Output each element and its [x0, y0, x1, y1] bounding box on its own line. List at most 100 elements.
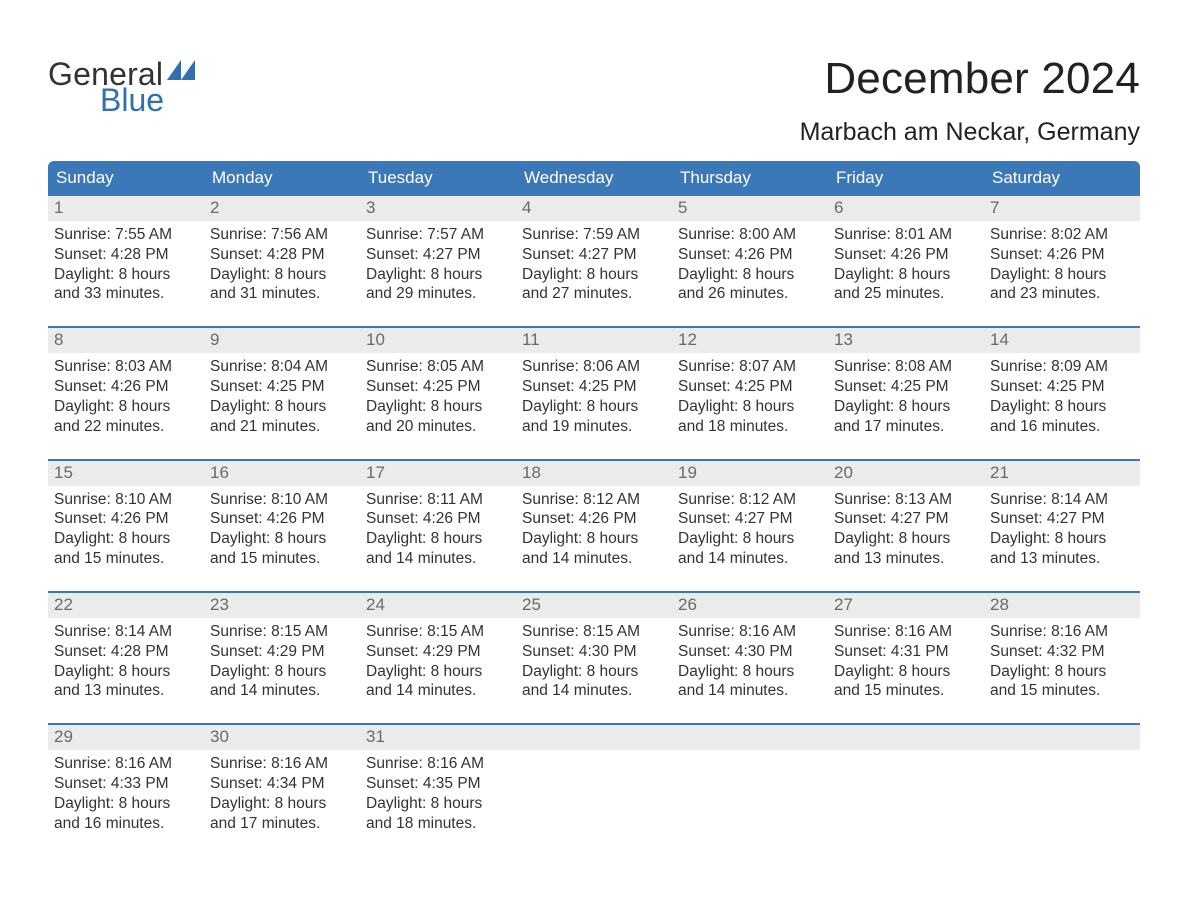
day-dl2-line: and 16 minutes.: [54, 814, 198, 834]
day-details: Sunrise: 8:15 AMSunset: 4:29 PMDaylight:…: [360, 618, 516, 701]
day-cell: 13Sunrise: 8:08 AMSunset: 4:25 PMDayligh…: [828, 328, 984, 436]
day-sunset-line: Sunset: 4:28 PM: [54, 245, 198, 265]
day-details: Sunrise: 8:16 AMSunset: 4:35 PMDaylight:…: [360, 750, 516, 833]
day-cell: 21Sunrise: 8:14 AMSunset: 4:27 PMDayligh…: [984, 461, 1140, 569]
day-number: 6: [828, 196, 984, 221]
day-sunset-line: Sunset: 4:28 PM: [54, 642, 198, 662]
day-sunset-line: Sunset: 4:26 PM: [210, 509, 354, 529]
page-title: December 2024: [800, 54, 1140, 104]
day-dl2-line: and 27 minutes.: [522, 284, 666, 304]
day-dl2-line: and 22 minutes.: [54, 417, 198, 437]
day-sunset-line: Sunset: 4:33 PM: [54, 774, 198, 794]
day-details: Sunrise: 8:16 AMSunset: 4:34 PMDaylight:…: [204, 750, 360, 833]
day-dl2-line: and 15 minutes.: [990, 681, 1134, 701]
day-details: Sunrise: 7:59 AMSunset: 4:27 PMDaylight:…: [516, 221, 672, 304]
day-sunset-line: Sunset: 4:27 PM: [678, 509, 822, 529]
day-number: 24: [360, 593, 516, 618]
weekday-header: Wednesday: [516, 161, 672, 196]
day-number: [516, 725, 672, 750]
day-details: Sunrise: 8:03 AMSunset: 4:26 PMDaylight:…: [48, 353, 204, 436]
weekday-header: Thursday: [672, 161, 828, 196]
day-cell: 2Sunrise: 7:56 AMSunset: 4:28 PMDaylight…: [204, 196, 360, 304]
day-sunrise-line: Sunrise: 8:03 AM: [54, 357, 198, 377]
day-number: 3: [360, 196, 516, 221]
location-line: Marbach am Neckar, Germany: [800, 118, 1140, 147]
day-cell: 7Sunrise: 8:02 AMSunset: 4:26 PMDaylight…: [984, 196, 1140, 304]
day-details: Sunrise: 8:14 AMSunset: 4:27 PMDaylight:…: [984, 486, 1140, 569]
day-dl2-line: and 13 minutes.: [834, 549, 978, 569]
day-sunrise-line: Sunrise: 8:10 AM: [54, 490, 198, 510]
day-cell: 15Sunrise: 8:10 AMSunset: 4:26 PMDayligh…: [48, 461, 204, 569]
day-number: 9: [204, 328, 360, 353]
week-row: 1Sunrise: 7:55 AMSunset: 4:28 PMDaylight…: [48, 196, 1140, 304]
day-cell: 22Sunrise: 8:14 AMSunset: 4:28 PMDayligh…: [48, 593, 204, 701]
day-sunrise-line: Sunrise: 8:15 AM: [210, 622, 354, 642]
weekday-header: Sunday: [48, 161, 204, 196]
day-dl2-line: and 14 minutes.: [522, 681, 666, 701]
day-dl2-line: and 14 minutes.: [678, 681, 822, 701]
day-number: 13: [828, 328, 984, 353]
day-sunrise-line: Sunrise: 8:12 AM: [678, 490, 822, 510]
day-details: Sunrise: 8:07 AMSunset: 4:25 PMDaylight:…: [672, 353, 828, 436]
day-cell: 18Sunrise: 8:12 AMSunset: 4:26 PMDayligh…: [516, 461, 672, 569]
day-dl2-line: and 19 minutes.: [522, 417, 666, 437]
day-sunrise-line: Sunrise: 8:14 AM: [54, 622, 198, 642]
day-cell: 26Sunrise: 8:16 AMSunset: 4:30 PMDayligh…: [672, 593, 828, 701]
day-sunset-line: Sunset: 4:26 PM: [990, 245, 1134, 265]
day-sunset-line: Sunset: 4:27 PM: [990, 509, 1134, 529]
day-sunset-line: Sunset: 4:29 PM: [366, 642, 510, 662]
week-row: 22Sunrise: 8:14 AMSunset: 4:28 PMDayligh…: [48, 591, 1140, 701]
day-dl2-line: and 23 minutes.: [990, 284, 1134, 304]
day-dl1-line: Daylight: 8 hours: [834, 397, 978, 417]
day-cell: 10Sunrise: 8:05 AMSunset: 4:25 PMDayligh…: [360, 328, 516, 436]
day-sunset-line: Sunset: 4:26 PM: [522, 509, 666, 529]
weekday-header: Friday: [828, 161, 984, 196]
day-cell: 4Sunrise: 7:59 AMSunset: 4:27 PMDaylight…: [516, 196, 672, 304]
day-sunset-line: Sunset: 4:25 PM: [990, 377, 1134, 397]
weekday-header: Saturday: [984, 161, 1140, 196]
day-cell: 19Sunrise: 8:12 AMSunset: 4:27 PMDayligh…: [672, 461, 828, 569]
day-dl2-line: and 14 minutes.: [366, 681, 510, 701]
day-dl2-line: and 13 minutes.: [990, 549, 1134, 569]
day-sunrise-line: Sunrise: 8:16 AM: [990, 622, 1134, 642]
weekday-header: Monday: [204, 161, 360, 196]
day-sunrise-line: Sunrise: 7:59 AM: [522, 225, 666, 245]
calendar: Sunday Monday Tuesday Wednesday Thursday…: [48, 161, 1140, 834]
day-sunrise-line: Sunrise: 7:57 AM: [366, 225, 510, 245]
day-sunrise-line: Sunrise: 8:15 AM: [366, 622, 510, 642]
logo: General Blue: [48, 58, 195, 116]
week-row: 15Sunrise: 8:10 AMSunset: 4:26 PMDayligh…: [48, 459, 1140, 569]
day-sunrise-line: Sunrise: 8:04 AM: [210, 357, 354, 377]
day-details: Sunrise: 8:00 AMSunset: 4:26 PMDaylight:…: [672, 221, 828, 304]
day-sunset-line: Sunset: 4:34 PM: [210, 774, 354, 794]
day-cell: 6Sunrise: 8:01 AMSunset: 4:26 PMDaylight…: [828, 196, 984, 304]
day-dl2-line: and 16 minutes.: [990, 417, 1134, 437]
week-row: 29Sunrise: 8:16 AMSunset: 4:33 PMDayligh…: [48, 723, 1140, 833]
day-sunset-line: Sunset: 4:25 PM: [678, 377, 822, 397]
day-number: 15: [48, 461, 204, 486]
day-cell: 23Sunrise: 8:15 AMSunset: 4:29 PMDayligh…: [204, 593, 360, 701]
day-sunrise-line: Sunrise: 8:12 AM: [522, 490, 666, 510]
day-number: 14: [984, 328, 1140, 353]
day-cell: 11Sunrise: 8:06 AMSunset: 4:25 PMDayligh…: [516, 328, 672, 436]
day-sunset-line: Sunset: 4:35 PM: [366, 774, 510, 794]
day-sunrise-line: Sunrise: 8:05 AM: [366, 357, 510, 377]
day-sunrise-line: Sunrise: 8:14 AM: [990, 490, 1134, 510]
day-cell: 5Sunrise: 8:00 AMSunset: 4:26 PMDaylight…: [672, 196, 828, 304]
day-dl2-line: and 25 minutes.: [834, 284, 978, 304]
day-dl1-line: Daylight: 8 hours: [210, 265, 354, 285]
day-number: 22: [48, 593, 204, 618]
day-sunset-line: Sunset: 4:32 PM: [990, 642, 1134, 662]
day-number: 29: [48, 725, 204, 750]
day-number: 8: [48, 328, 204, 353]
day-sunrise-line: Sunrise: 8:13 AM: [834, 490, 978, 510]
day-sunrise-line: Sunrise: 8:10 AM: [210, 490, 354, 510]
day-cell: 28Sunrise: 8:16 AMSunset: 4:32 PMDayligh…: [984, 593, 1140, 701]
day-dl1-line: Daylight: 8 hours: [54, 794, 198, 814]
weekday-header-row: Sunday Monday Tuesday Wednesday Thursday…: [48, 161, 1140, 196]
day-number: 21: [984, 461, 1140, 486]
day-cell: 8Sunrise: 8:03 AMSunset: 4:26 PMDaylight…: [48, 328, 204, 436]
day-details: Sunrise: 8:14 AMSunset: 4:28 PMDaylight:…: [48, 618, 204, 701]
day-dl2-line: and 14 minutes.: [678, 549, 822, 569]
day-cell: [828, 725, 984, 833]
